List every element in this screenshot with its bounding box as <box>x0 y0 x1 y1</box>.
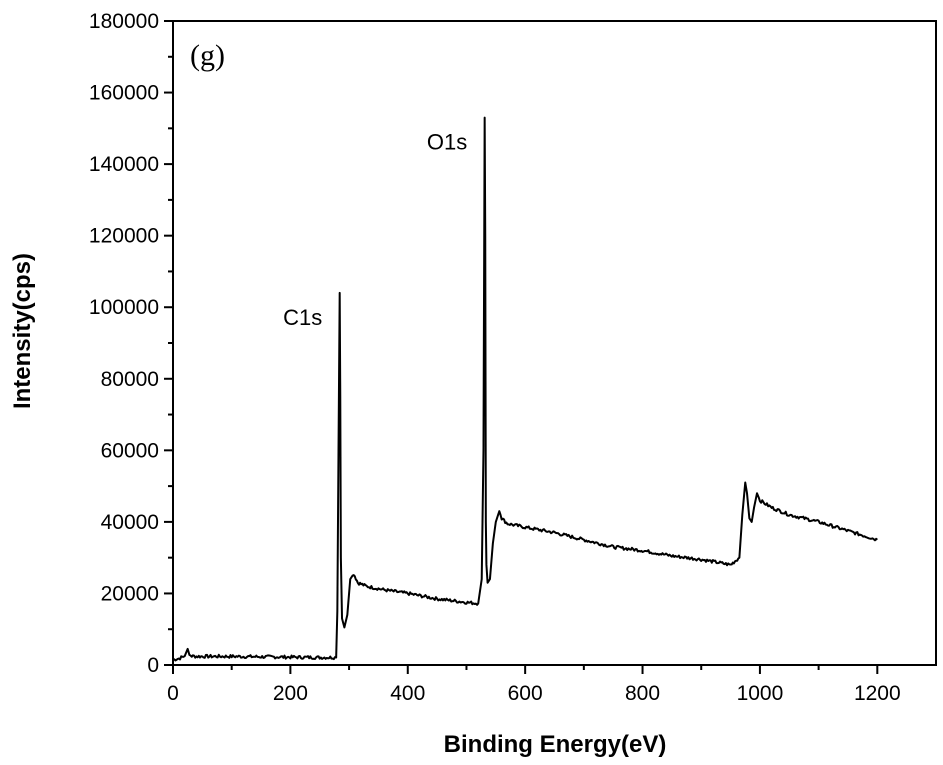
plot-border <box>172 20 937 666</box>
x-tick-label: 0 <box>167 682 179 705</box>
series-layer <box>172 116 878 662</box>
y-tick-label: 120000 <box>89 225 159 248</box>
y-tick-label: 80000 <box>101 368 159 391</box>
x-axis-title: Binding Energy(eV) <box>444 731 667 758</box>
y-tick-label: 0 <box>147 654 159 677</box>
peak-label: O1s <box>427 130 467 155</box>
x-tick-label: 600 <box>508 682 543 705</box>
x-tick-label: 200 <box>273 682 308 705</box>
y-tick-label: 40000 <box>101 511 159 534</box>
y-tick-label: 20000 <box>101 582 159 605</box>
x-tick-label: 1200 <box>854 682 901 705</box>
x-axis-ticks <box>172 665 879 674</box>
y-axis-title: Intensity(cps) <box>9 253 36 409</box>
y-axis-tick-labels: 0 20000 40000 60000 80000 100000 120000 140000 1… <box>89 10 159 677</box>
y-axis-ticks <box>164 20 173 666</box>
series-line <box>172 116 878 662</box>
y-tick-label: 100000 <box>89 296 159 319</box>
y-tick-label: 160000 <box>89 82 159 105</box>
annotation-layer: C1s O1s <box>283 130 467 330</box>
x-tick-label: 1000 <box>737 682 784 705</box>
peak-label: C1s <box>283 305 322 330</box>
y-tick-label: 140000 <box>89 153 159 176</box>
y-tick-label: 180000 <box>89 10 159 33</box>
panel-label: (g) <box>190 39 225 72</box>
y-tick-label: 60000 <box>101 439 159 462</box>
x-tick-label: 800 <box>625 682 660 705</box>
x-axis-tick-labels: 0 200 400 600 800 1000 1200 <box>167 682 901 705</box>
x-tick-label: 400 <box>390 682 425 705</box>
plot-frame <box>172 20 937 666</box>
